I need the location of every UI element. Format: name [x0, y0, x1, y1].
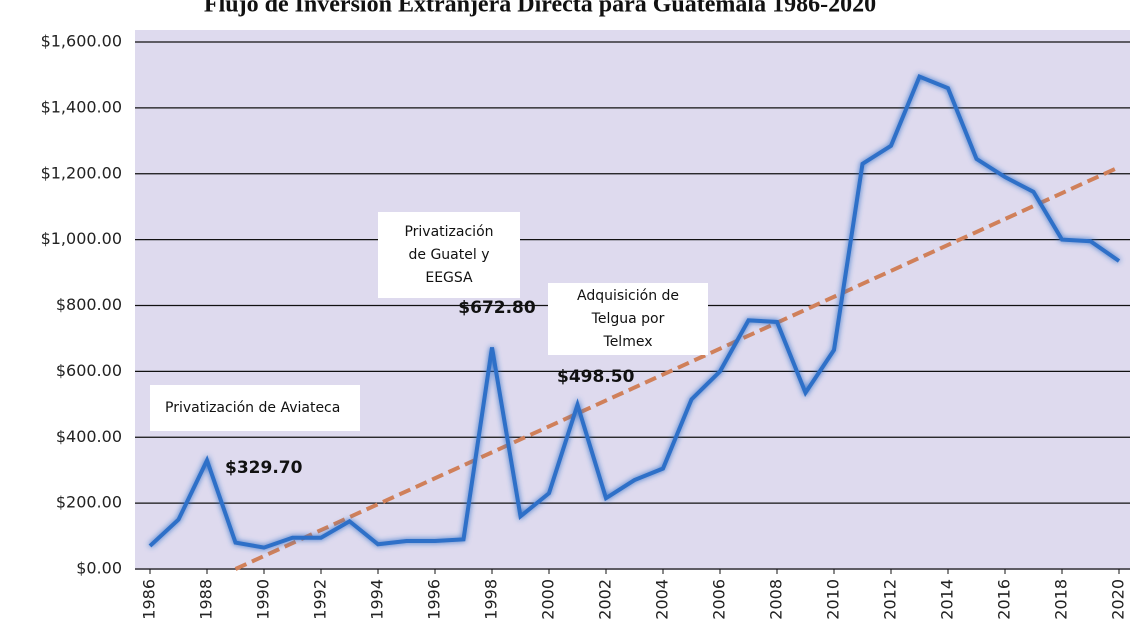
annotation-text: Adquisición de: [577, 288, 679, 304]
y-tick-label: $0.00: [76, 559, 122, 578]
data-label: $672.80: [458, 298, 536, 318]
x-tick-label: 2016: [995, 579, 1014, 620]
x-tick-label: 1996: [425, 579, 444, 620]
y-tick-label: $1,600.00: [41, 32, 122, 51]
data-label: $498.50: [557, 367, 635, 387]
y-tick-label: $1,200.00: [41, 163, 122, 182]
y-tick-label: $400.00: [56, 427, 122, 446]
annotation-box: [548, 283, 708, 355]
x-tick-label: 2012: [881, 579, 900, 620]
data-line: [148, 73, 1121, 550]
x-tick-label: 1986: [140, 579, 159, 620]
annotation-text: Telgua por: [591, 311, 665, 327]
y-tick-label: $200.00: [56, 493, 122, 512]
y-tick-label: $600.00: [56, 361, 122, 380]
annotation-text: EEGSA: [425, 270, 473, 286]
x-tick-label: 2008: [767, 579, 786, 620]
x-tick-label: 2006: [710, 579, 729, 620]
x-tick-label: 1988: [197, 579, 216, 620]
x-tick-label: 1994: [368, 579, 387, 620]
annotation-text: Telmex: [603, 334, 653, 350]
x-tick-label: 1998: [482, 579, 501, 620]
annotation-text: Privatización de Aviateca: [165, 400, 340, 416]
chart-title: Flujo de Inversión Extranjera Directa pa…: [204, 0, 876, 18]
x-tick-label: 2010: [824, 579, 843, 620]
x-tick-label: 2000: [539, 579, 558, 620]
x-tick-label: 2018: [1052, 579, 1071, 620]
annotation-text: Privatización: [404, 224, 493, 240]
y-tick-label: $1,400.00: [41, 97, 122, 116]
data-label: $329.70: [225, 458, 303, 478]
x-tick-label: 1992: [311, 579, 330, 620]
x-tick-label: 2020: [1109, 579, 1128, 620]
annotation-box: [150, 385, 360, 431]
annotation-text: de Guatel y: [409, 247, 490, 263]
x-tick-label: 2004: [653, 579, 672, 620]
annotation-box: [378, 212, 520, 298]
x-tick-label: 2002: [596, 579, 615, 620]
y-tick-label: $1,000.00: [41, 229, 122, 248]
x-tick-label: 1990: [254, 579, 273, 620]
x-tick-label: 2014: [938, 579, 957, 620]
y-tick-label: $800.00: [56, 295, 122, 314]
